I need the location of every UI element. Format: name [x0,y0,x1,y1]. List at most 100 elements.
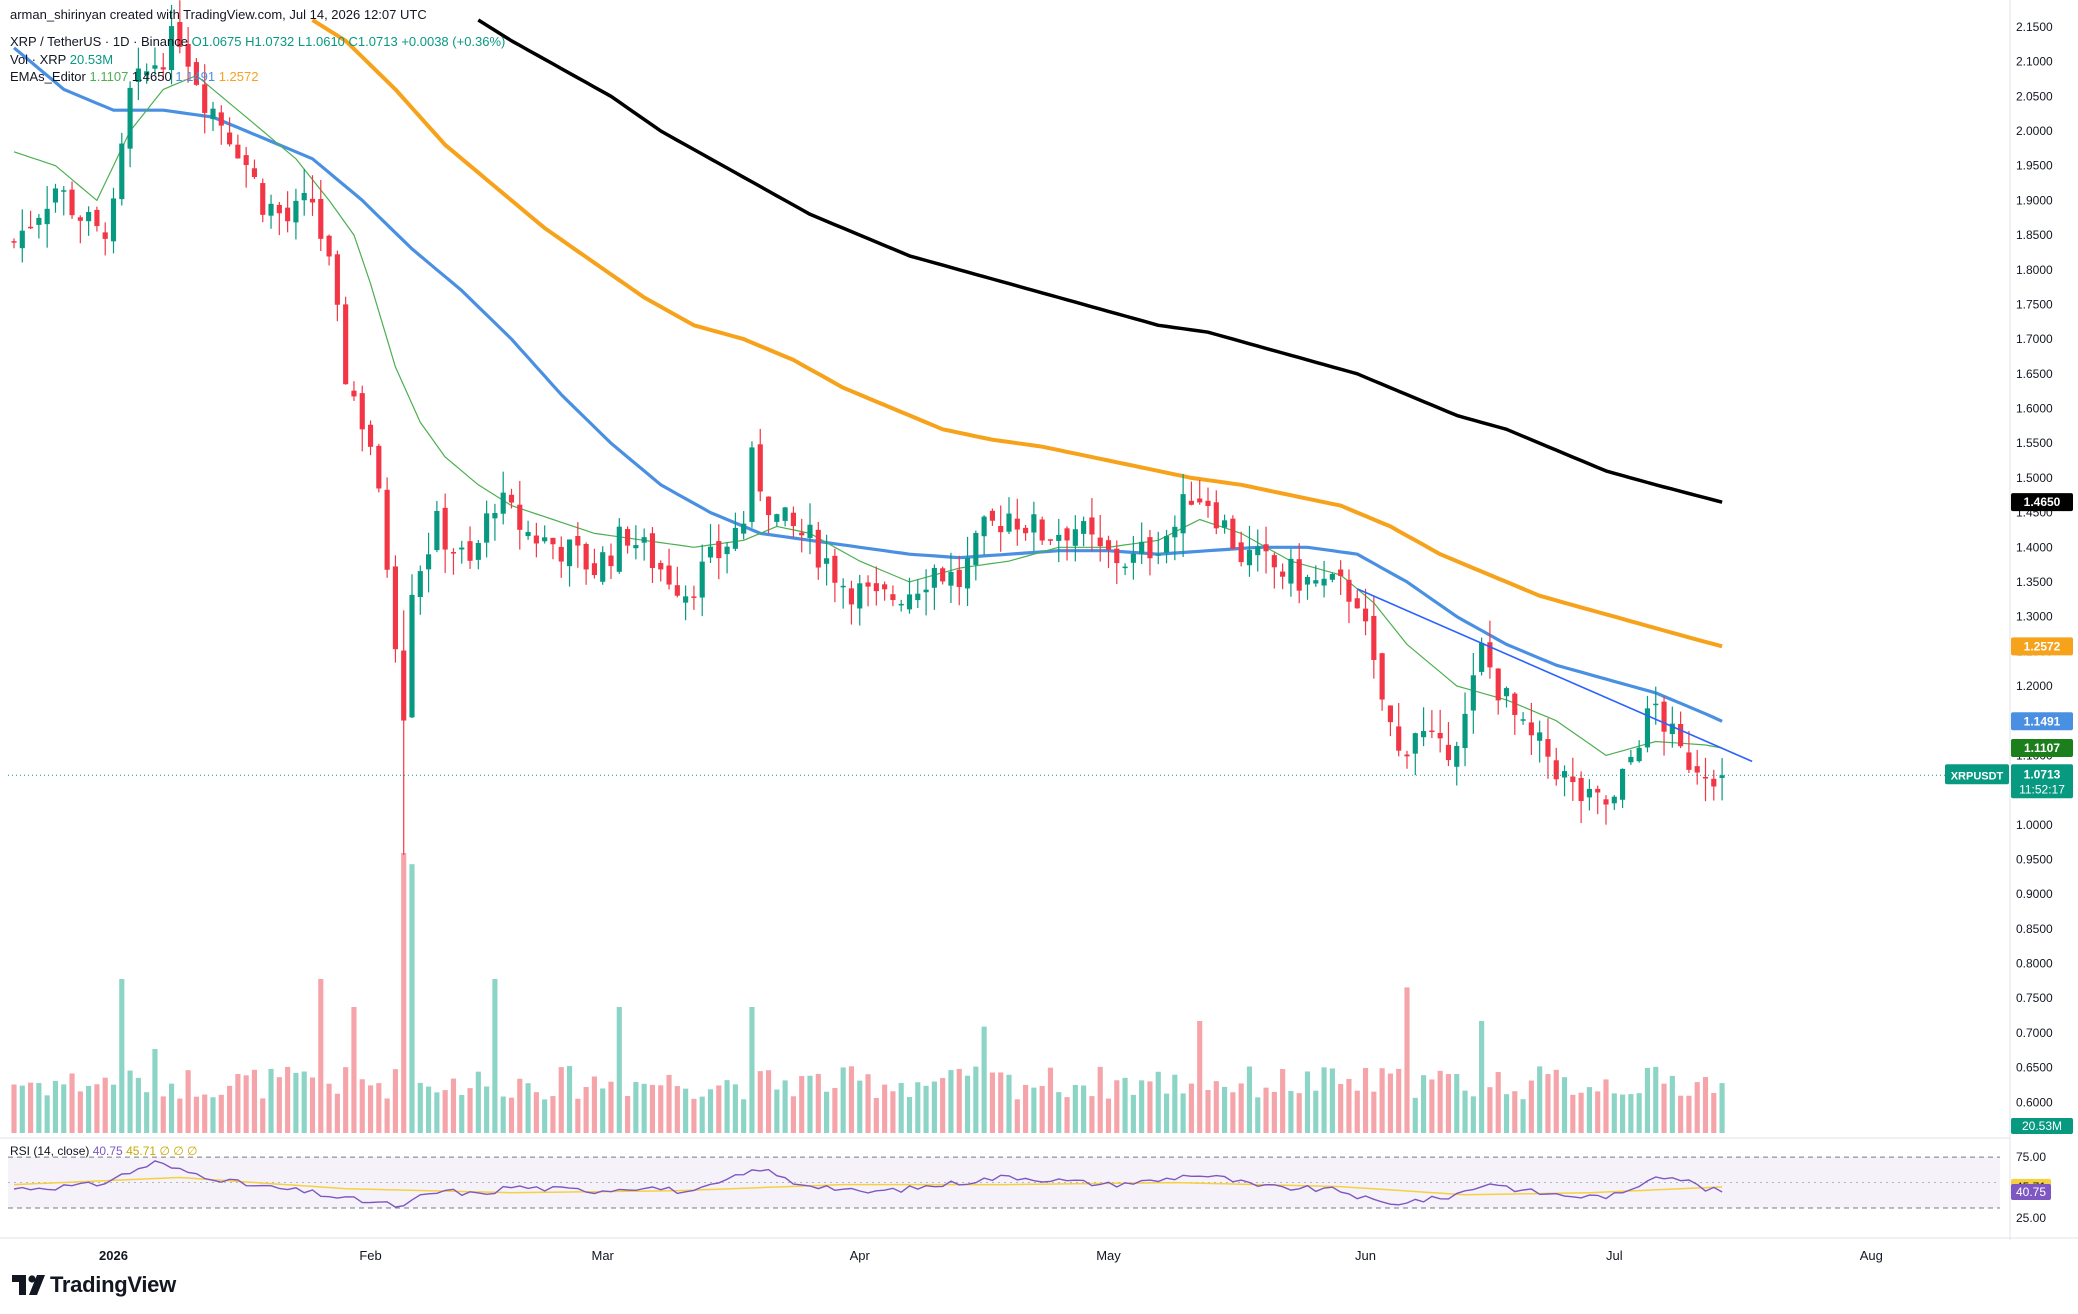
price-tick-10: 1.6500 [2016,367,2053,381]
candle-105 [882,584,888,590]
candle-62 [525,531,531,537]
candle-94 [790,512,796,527]
trendline [8,588,2010,776]
last-price-badge [2011,764,2073,799]
volume-bar-158 [1321,1067,1327,1133]
candle-88 [741,523,747,534]
price-axis[interactable]: 2.1500 2.1000 2.0500 2.0000 1.9500 1.9000 1.85… [1945,20,2073,1225]
candle-112 [940,568,946,582]
candle-45 [384,489,390,570]
rsi-tick-75: 75.00 [2016,1150,2046,1164]
volume-bar-176 [1470,1096,1476,1133]
volume-bar-64 [542,1099,548,1133]
candle-203 [1694,766,1700,773]
candle-156 [1304,576,1311,585]
volume-bar-124 [1039,1086,1045,1133]
volume-bar-4 [44,1095,50,1133]
volume-bar-166 [1387,1073,1393,1133]
candle-108 [906,594,913,610]
candle-6 [61,190,67,192]
candle-191 [1595,788,1601,793]
candle-107 [898,603,904,606]
candle-19 [168,26,175,71]
volume-bar-41 [351,1007,357,1133]
volume-bar-117 [981,1026,987,1133]
candle-118 [989,510,995,521]
candle-35 [301,192,307,201]
volume-bar-185 [1545,1074,1551,1133]
volume-bar-48 [409,864,415,1133]
candle-50 [426,554,432,570]
volume-bar-87 [732,1084,738,1133]
tradingview-logo[interactable]: TradingView [12,1272,176,1298]
candle-4 [44,208,50,225]
candle-21 [185,44,191,67]
volume-bar-15 [135,1077,141,1133]
candle-74 [625,529,631,546]
volume-bar-49 [417,1082,423,1133]
ohlc-close: C1.0713 [348,34,398,49]
tradingview-logo-text: TradingView [50,1272,176,1297]
volume-bar-0 [11,1084,17,1133]
volume-bar-32 [276,1077,282,1133]
volume-bar-102 [857,1080,863,1133]
rsi-badge-text: 40.75 [2016,1185,2046,1199]
ema-legend[interactable]: EMAs_Editor 1.1107 1.4650 1.1491 1.2572 [10,69,258,85]
candle-137 [1147,537,1153,559]
volume-bar-112 [940,1077,946,1133]
candle-63 [533,535,539,544]
candle-80 [674,585,680,596]
volume-bar-58 [492,979,498,1133]
tradingview-logo-icon [12,1275,45,1295]
volume-bar-126 [1056,1092,1062,1133]
level-badge-0 [2011,493,2073,512]
level-badge-text-0: 1.4650 [2024,495,2061,509]
volume-bar-128 [1072,1084,1078,1133]
candle-89 [749,447,755,522]
candle-159 [1329,573,1335,580]
level-badge-3 [2011,738,2073,757]
ema200-value: 1.4650 [131,69,172,84]
volume-bar-201 [1678,1095,1684,1133]
candle-188 [1570,776,1576,783]
time-axis[interactable]: 2026 Feb Mar Apr May Jun Jul Aug [99,1248,1883,1263]
candle-32 [276,204,282,214]
volume-bar-62 [525,1083,531,1133]
symbol-legend[interactable]: XRP / TetherUS · 1D · Binance O1.0675 H1… [10,34,505,50]
candle-64 [542,537,548,542]
candle-95 [799,532,805,536]
volume-bar-70 [591,1076,597,1133]
volume-bar-130 [1089,1096,1095,1133]
volume-bar-7 [69,1073,75,1133]
candle-82 [691,596,697,598]
volume-bar-97 [815,1073,821,1133]
candle-58 [492,513,498,519]
volume-bar-50 [426,1086,432,1133]
volume-label: Vol · XRP [10,52,67,67]
candle-149 [1246,549,1253,566]
volume-bar-165 [1379,1068,1385,1133]
price-tick-8: 1.7500 [2016,297,2053,311]
volume-bar-153 [1280,1068,1286,1133]
candle-104 [873,583,879,592]
volume-bar-133 [1114,1080,1120,1133]
candle-111 [931,568,937,588]
volume-bar-12 [110,1084,117,1133]
volume-bar-96 [807,1075,813,1133]
volume-bar-101 [848,1066,855,1133]
rsi-legend[interactable]: RSI (14, close) 40.75 45.71 ∅ ∅ ∅ [10,1143,197,1159]
volume-legend[interactable]: Vol · XRP 20.53M [10,52,113,68]
volume-bar-200 [1669,1075,1675,1133]
volume-bar-77 [649,1084,656,1133]
candle-185 [1545,739,1551,757]
candle-151 [1263,544,1269,552]
volume-bar-119 [998,1072,1004,1133]
candle-71 [600,552,606,582]
candle-87 [732,527,738,549]
candle-54 [459,547,465,550]
candle-140 [1172,526,1178,538]
candle-0 [11,241,17,243]
last-price-text: 1.0713 [2024,767,2061,781]
volume-badge-text: 20.53M [2022,1119,2062,1133]
